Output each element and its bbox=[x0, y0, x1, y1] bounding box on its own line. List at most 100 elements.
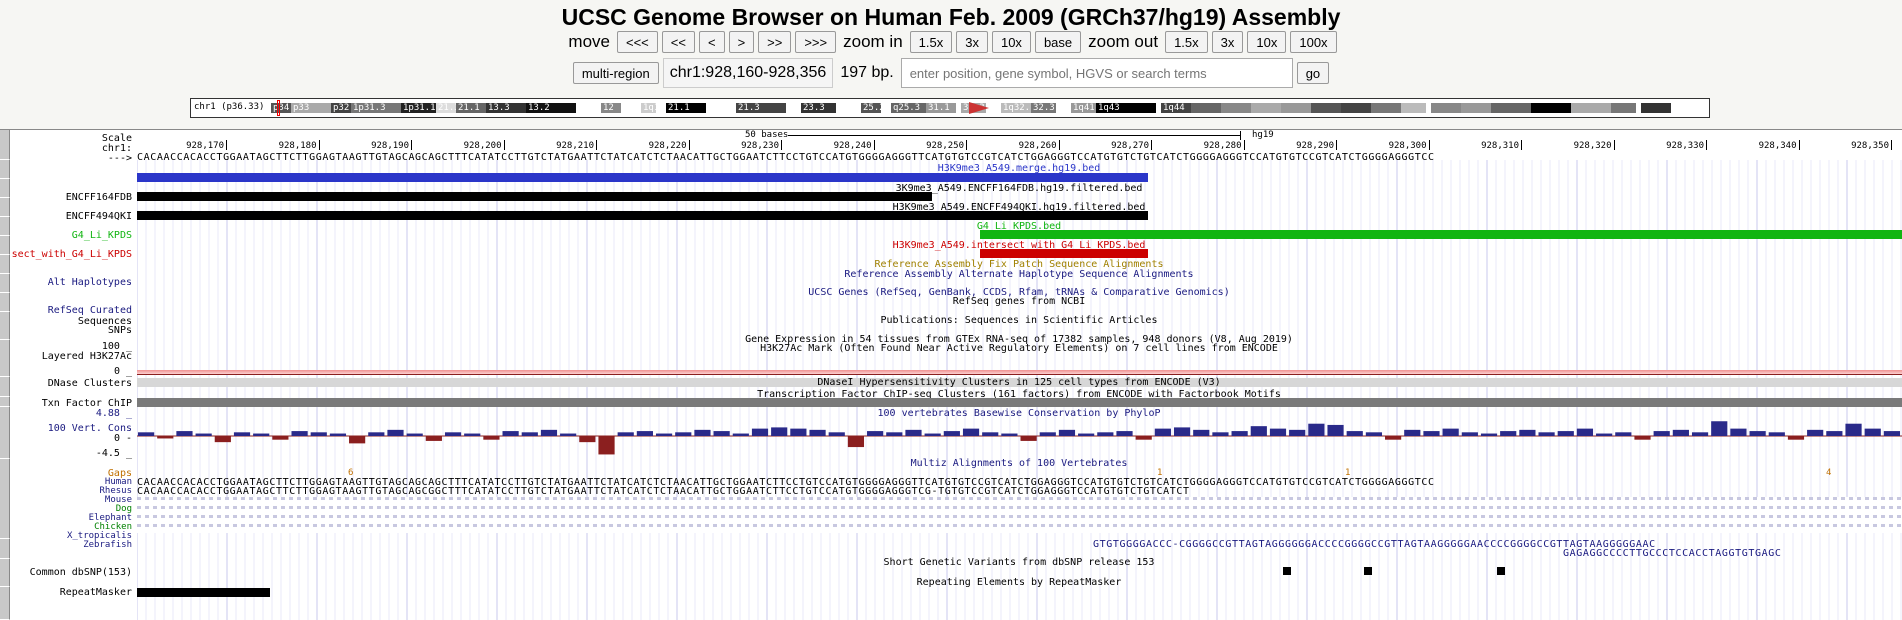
track-side-button[interactable] bbox=[0, 130, 10, 160]
publications-track-title: Publications: Sequences in Scientific Ar… bbox=[880, 315, 1158, 326]
dnase-track-label[interactable]: DNase Clusters bbox=[47, 378, 132, 389]
cons-bar bbox=[233, 432, 251, 436]
snp-track-label[interactable]: Common dbSNP(153) bbox=[29, 567, 132, 578]
search-input[interactable] bbox=[900, 58, 1293, 88]
ruler-chrom-label: chr1: bbox=[101, 143, 132, 154]
track-side-button[interactable] bbox=[0, 377, 10, 397]
cons-bar bbox=[905, 429, 922, 436]
reference-sequence: CACAACCACACCTGGAATAGCTTCTTGGAGTAAGTTGTAG… bbox=[137, 152, 1435, 163]
ruler-tick-label: 928,310 bbox=[1481, 141, 1519, 151]
conservation-plot[interactable] bbox=[137, 416, 1902, 458]
cons-bar bbox=[1001, 433, 1018, 436]
position-display[interactable]: chr1:928,160-928,356 bbox=[662, 58, 834, 88]
track-side-button[interactable] bbox=[0, 274, 10, 293]
refseq-track-label[interactable]: RefSeq Curated bbox=[47, 305, 132, 316]
go-button[interactable]: go bbox=[1296, 62, 1330, 84]
ideogram-band: 1q32.1 bbox=[1001, 103, 1031, 113]
track-side-button[interactable] bbox=[0, 559, 10, 587]
cons-bar bbox=[1308, 423, 1325, 436]
ruler-tick-label: 928,190 bbox=[371, 141, 409, 151]
gtex-track-title: Gene Expression in 54 tissues from GTEx … bbox=[745, 334, 1293, 345]
ucsc-genes-track-title: UCSC Genes (RefSeq, GenBank, CCDS, Rfam,… bbox=[808, 287, 1230, 298]
track-side-button[interactable] bbox=[0, 293, 10, 312]
txn-track-label[interactable]: Txn Factor ChIP bbox=[41, 398, 132, 409]
cons-bar bbox=[406, 433, 423, 436]
track-side-button[interactable] bbox=[0, 459, 10, 539]
g4-track-feature[interactable] bbox=[980, 230, 1902, 239]
g4-track-label[interactable]: G4_Li_KPDS bbox=[71, 230, 132, 241]
intersect-track-label[interactable]: sect_with_G4_Li_KPDS bbox=[11, 249, 132, 260]
cons-bar bbox=[349, 436, 366, 444]
encff164-track-label[interactable]: ENCFF164FDB bbox=[65, 192, 132, 203]
move-step-left-button[interactable]: < bbox=[698, 31, 725, 53]
zoom-out-100x-button[interactable]: 100x bbox=[1290, 31, 1337, 53]
ideogram-band: 31.1 bbox=[926, 103, 956, 113]
track-side-button[interactable] bbox=[0, 179, 10, 198]
rmsk-feature[interactable] bbox=[137, 588, 270, 597]
cons-track-label[interactable]: 100 Vert. Cons bbox=[47, 423, 132, 434]
cons-bar bbox=[636, 431, 653, 436]
track-side-button[interactable] bbox=[0, 587, 10, 620]
cons-bar bbox=[291, 431, 308, 436]
zoom-in-base-button[interactable]: base bbox=[1034, 31, 1082, 53]
navigation-row: move <<< << < > >> >>> zoom in 1.5x 3x 1… bbox=[0, 31, 1902, 53]
zoom-in-1-5x-button[interactable]: 1.5x bbox=[909, 31, 953, 53]
chromosome-ideogram[interactable]: chr1 (p36.33) p34.3p33p32.31p31.31p31.12… bbox=[190, 98, 1710, 118]
snps-track-label[interactable]: SNPs bbox=[107, 325, 132, 336]
track-side-button[interactable] bbox=[0, 236, 10, 255]
track-side-button[interactable] bbox=[0, 198, 10, 217]
cons-bar bbox=[1845, 423, 1862, 436]
rmsk-track-label[interactable]: RepeatMasker bbox=[59, 587, 132, 598]
encff164-track-feature[interactable] bbox=[137, 192, 932, 201]
track-side-button[interactable] bbox=[0, 312, 10, 340]
track-side-button[interactable] bbox=[0, 340, 10, 377]
dnase-track-feature[interactable] bbox=[137, 378, 1902, 387]
cons-bar bbox=[1826, 431, 1843, 436]
txn-track-feature[interactable] bbox=[137, 398, 1902, 407]
ideogram-position-marker bbox=[277, 100, 280, 116]
cons-bar bbox=[809, 429, 826, 436]
zoom-out-1-5x-button[interactable]: 1.5x bbox=[1165, 31, 1208, 53]
cons-bar bbox=[579, 436, 596, 443]
track-side-button[interactable] bbox=[0, 397, 10, 407]
intersect-track-feature[interactable] bbox=[980, 249, 1148, 258]
merge-track-feature[interactable] bbox=[137, 173, 1148, 182]
encff494-track-feature[interactable] bbox=[137, 211, 1148, 220]
xtropicalis-alignment: GTGTGGGGACCC-CGGGGCCGTTAGTAGGGGGGACCCCGG… bbox=[1093, 539, 1656, 550]
cons-bar bbox=[1385, 436, 1402, 440]
zoom-out-10x-button[interactable]: 10x bbox=[1247, 31, 1287, 53]
species-label: Chicken bbox=[94, 522, 132, 532]
zoom-out-3x-button[interactable]: 3x bbox=[1211, 31, 1244, 53]
cons-bar bbox=[771, 427, 788, 436]
cons-bar bbox=[1193, 429, 1210, 436]
cons-bar bbox=[1039, 432, 1056, 436]
multi-region-button[interactable]: multi-region bbox=[572, 62, 659, 84]
move-far-right-button[interactable]: >>> bbox=[795, 31, 837, 53]
move-left-button[interactable]: << bbox=[661, 31, 695, 53]
h3k27-signal[interactable] bbox=[137, 370, 1902, 374]
track-side-button[interactable] bbox=[0, 160, 10, 179]
snp-variant[interactable] bbox=[1497, 567, 1505, 575]
move-far-left-button[interactable]: <<< bbox=[617, 31, 658, 53]
move-step-right-button[interactable]: > bbox=[728, 31, 755, 53]
track-side-button[interactable] bbox=[0, 407, 10, 459]
track-side-button[interactable] bbox=[0, 255, 10, 274]
alt-hap-track-label[interactable]: Alt Haplotypes bbox=[47, 277, 132, 288]
h3k27-track-label[interactable]: Layered H3K27Ac bbox=[41, 351, 132, 362]
ideogram-band: 23.3 bbox=[801, 103, 836, 113]
track-side-button[interactable] bbox=[0, 539, 10, 559]
ruler-tick bbox=[1151, 140, 1152, 150]
track-side-button[interactable] bbox=[0, 217, 10, 236]
encff494-track-label[interactable]: ENCFF494QKI bbox=[65, 211, 132, 222]
sequences-track-label[interactable]: Sequences bbox=[77, 316, 132, 327]
zoom-in-10x-button[interactable]: 10x bbox=[991, 31, 1031, 53]
snp-variant[interactable] bbox=[1283, 567, 1291, 575]
zoom-in-3x-button[interactable]: 3x bbox=[956, 31, 988, 53]
track-display[interactable]: Scale chr1: ---> 50 bases hg19 928,170 92… bbox=[0, 129, 1902, 620]
species-label: Mouse bbox=[104, 495, 132, 505]
ruler-tick bbox=[1243, 140, 1245, 150]
snp-variant[interactable] bbox=[1364, 567, 1372, 575]
move-right-button[interactable]: >> bbox=[758, 31, 792, 53]
cons-bar bbox=[886, 432, 903, 436]
cons-bar bbox=[828, 432, 845, 436]
